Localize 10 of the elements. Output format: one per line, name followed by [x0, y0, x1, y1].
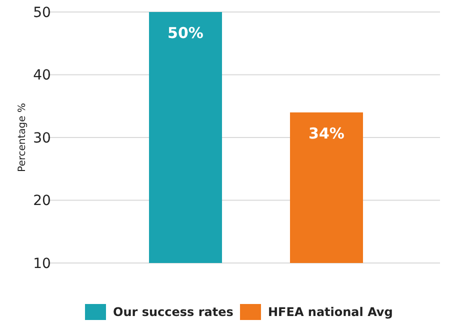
data-label: 34% — [308, 124, 344, 142]
data-label: 50% — [168, 24, 204, 42]
y-axis-title: Percentage % — [17, 103, 28, 172]
y-tick-label: 10 — [33, 256, 51, 272]
legend-label: HFEA national Avg — [268, 305, 393, 320]
y-tick-label: 30 — [33, 130, 51, 146]
y-tick-label: 40 — [33, 68, 51, 84]
y-tick-label: 50 — [33, 4, 51, 21]
legend-label: Our success rates — [113, 305, 234, 320]
y-tick-label: 20 — [33, 193, 51, 210]
